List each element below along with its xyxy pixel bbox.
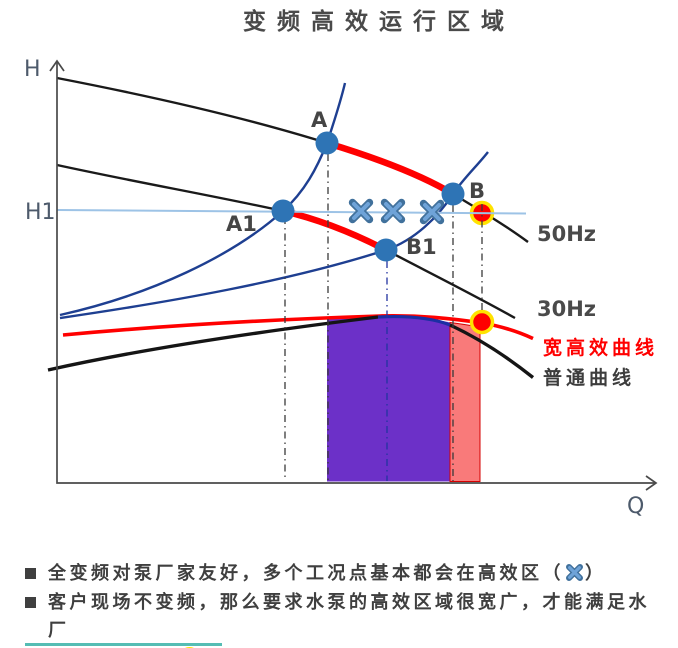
curve-normal-left [47, 315, 379, 372]
efficiency-curve-left [59, 82, 347, 317]
bullet-square-icon [25, 597, 36, 608]
x-marker-icon [348, 198, 374, 224]
bullet-1-close: ） [585, 563, 607, 584]
h1-label: H1 [25, 200, 56, 225]
x-axis-label: Q [627, 494, 644, 519]
point-a1-label: A1 [226, 212, 257, 236]
point-a-marker [315, 131, 339, 155]
point-b-marker [441, 182, 465, 206]
red-dot-lower [469, 309, 495, 335]
axis-lines [56, 61, 656, 484]
bullet-item-2: 客户现场不变频，那么要求水泵的高效区域很宽广，才能满足水厂 的节能需求（） [0, 589, 670, 648]
label-normal-curve: 普通曲线 [543, 366, 635, 389]
x-marker-icon [419, 199, 445, 225]
pump-curve-diagram: H H1 Q A A1 B B1 50Hz 30Hz 宽高效曲线 普通曲线 [24, 57, 658, 519]
bullet-2-line1: 客户现场不变频，那么要求水泵的高效区域很宽广，才能满足水厂 [48, 592, 650, 641]
operating-points [271, 131, 465, 262]
curve-normal-peak [377, 314, 451, 327]
notes-list: 全变频对泵厂家友好，多个工况点基本都会在高效区（ ） 客户现场不变频，那么要求水泵… [0, 560, 670, 648]
point-b-label: B [469, 179, 485, 203]
label-50hz: 50Hz [537, 222, 596, 246]
axes [49, 59, 658, 491]
x-axis-arrow [645, 475, 658, 491]
point-b1-label: B1 [406, 235, 437, 259]
teal-divider [25, 643, 222, 646]
guide-lines [284, 154, 483, 481]
point-b1-marker [374, 238, 398, 262]
x-marker-icon [380, 198, 406, 224]
pink-region [449, 321, 481, 482]
x-markers [348, 198, 445, 225]
y-axis-arrow [49, 59, 65, 72]
label-30hz: 30Hz [537, 297, 596, 321]
x-marker-icon [566, 564, 583, 581]
point-a-label: A [311, 108, 328, 132]
high-eff-segment-a-b [326, 139, 455, 197]
page-title: 变频高效运行区域 [243, 9, 515, 35]
label-wide-efficiency-curve: 宽高效曲线 [543, 336, 658, 359]
purple-region [327, 316, 450, 482]
curve-normal-right [449, 323, 535, 379]
bullet-item-1: 全变频对泵厂家友好，多个工况点基本都会在高效区（ ） [0, 560, 670, 588]
y-axis-label: H [24, 57, 41, 82]
point-a1-marker [271, 199, 295, 223]
bullet-square-icon [25, 568, 36, 579]
bullet-1-text: 全变频对泵厂家友好，多个工况点基本都会在高效区（ [48, 563, 564, 584]
